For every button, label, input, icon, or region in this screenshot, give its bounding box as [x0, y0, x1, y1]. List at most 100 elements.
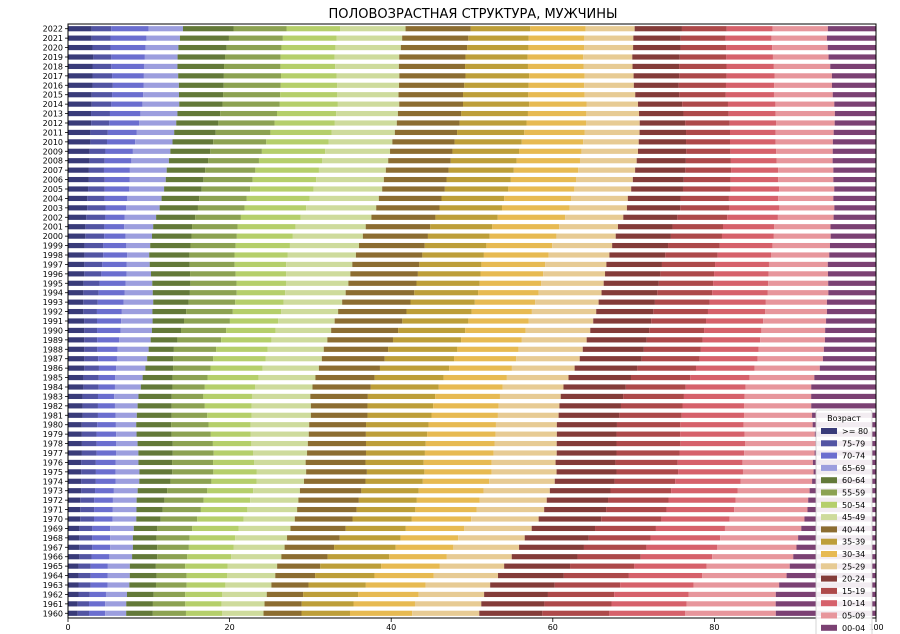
bar-segment-2007-4: [166, 167, 206, 173]
bar-segment-1965-8: [277, 563, 321, 569]
bar-segment-2014-6: [279, 101, 338, 107]
bar-segment-2018-0: [68, 63, 93, 70]
bar-segment-2018-15: [773, 63, 831, 70]
bar-segment-1985-14: [690, 374, 750, 381]
bar-segment-1990-11: [525, 327, 591, 334]
bar-segment-1964-7: [227, 572, 276, 579]
bar-segment-1978-4: [137, 440, 173, 447]
bar-segment-1992-2: [96, 308, 122, 315]
bar-segment-1962-15: [688, 591, 776, 598]
bar-segment-1975-10: [424, 469, 492, 475]
bar-segment-1967-15: [716, 544, 797, 550]
bar-segment-1996-6: [235, 271, 287, 277]
bar-segment-1963-1: [78, 582, 91, 588]
bar-segment-2003-10: [501, 205, 570, 211]
bar-segment-1986-3: [116, 365, 146, 371]
y-tick-label: 2006: [43, 176, 63, 185]
bar-segment-2004-9: [441, 195, 505, 202]
bar-segment-1990-8: [331, 327, 399, 334]
y-tick-label: 2019: [43, 53, 63, 62]
bar-segment-1972-6: [203, 497, 251, 503]
bar-segment-2005-9: [444, 186, 509, 192]
bar-segment-1978-6: [212, 440, 252, 447]
bar-segment-2019-6: [280, 54, 335, 60]
bar-segment-2018-6: [280, 63, 336, 70]
bar-segment-1978-12: [556, 440, 617, 447]
bar-segment-1963-3: [107, 582, 130, 588]
bar-segment-1970-14: [661, 516, 730, 522]
bar-segment-1992-6: [232, 308, 282, 315]
bar-segment-1980-8: [309, 422, 367, 428]
y-tick-label: 2002: [43, 213, 63, 222]
bar-segment-2004-13: [680, 195, 729, 202]
bar-segment-1964-15: [702, 572, 787, 579]
bar-segment-1984-6: [204, 384, 256, 390]
bar-segment-1988-2: [97, 346, 118, 352]
bar-segment-2001-15: [774, 224, 831, 230]
bar-segment-1969-14: [655, 525, 725, 532]
bar-segment-2006-10: [510, 176, 577, 183]
bar-segment-1994-8: [345, 290, 415, 296]
y-tick-label: 2007: [43, 166, 63, 175]
y-tick-label: 1974: [43, 477, 63, 486]
bar-segment-1963-12: [490, 582, 555, 588]
bar-segment-2005-16: [834, 186, 876, 192]
bar-segment-1960-8: [263, 610, 302, 616]
bar-segment-1982-5: [171, 403, 205, 409]
y-tick-label: 1989: [43, 336, 63, 345]
bar-segment-1986-7: [262, 365, 319, 371]
bar-segment-1978-8: [307, 440, 366, 447]
bar-segment-2019-11: [583, 54, 633, 60]
bar-segment-1985-12: [568, 374, 632, 381]
bar-segment-1962-0: [68, 591, 79, 598]
bar-segment-1966-10: [389, 554, 447, 560]
bar-segment-1992-16: [826, 308, 876, 315]
bar-segment-1986-8: [318, 365, 380, 371]
bar-segment-1960-6: [185, 610, 223, 616]
bar-segment-1992-5: [186, 308, 233, 315]
bar-segment-2003-12: [626, 205, 681, 211]
bar-segment-1976-13: [615, 459, 678, 466]
bar-segment-1973-8: [299, 488, 362, 494]
bar-segment-1994-11: [538, 290, 602, 296]
legend-title: Возраст: [827, 414, 861, 423]
bar-segment-1973-9: [361, 488, 419, 494]
bar-segment-1974-15: [740, 478, 813, 484]
bar-segment-1977-0: [68, 450, 82, 456]
bar-segment-1978-3: [116, 440, 138, 447]
bar-segment-2015-7: [337, 92, 399, 98]
bar-segment-2021-13: [680, 35, 726, 41]
bar-segment-1969-3: [110, 525, 134, 532]
bar-segment-2003-16: [834, 205, 876, 211]
bar-segment-2022-16: [827, 26, 876, 32]
bar-segment-1972-1: [80, 497, 95, 503]
bar-segment-1990-5: [181, 327, 227, 334]
bar-segment-2012-10: [526, 120, 587, 126]
bar-segment-2007-6: [255, 167, 319, 173]
bar-segment-1986-6: [210, 365, 263, 371]
bar-segment-1994-10: [478, 290, 539, 296]
bar-segment-2004-12: [627, 195, 681, 202]
bar-segment-1965-12: [504, 563, 571, 569]
bar-segment-1999-11: [552, 242, 613, 249]
bar-segment-1966-9: [327, 554, 390, 560]
bar-segment-1993-8: [342, 299, 411, 305]
bar-segment-1995-8: [348, 280, 417, 286]
bar-segment-1998-12: [609, 252, 666, 258]
bar-segment-1985-0: [68, 374, 84, 381]
legend-swatch: [821, 526, 837, 533]
bar-segment-2008-5: [208, 158, 259, 164]
bar-segment-2016-15: [774, 82, 832, 88]
bar-segment-1964-8: [275, 572, 316, 579]
bar-segment-1985-16: [814, 374, 876, 381]
bar-segment-1991-11: [528, 318, 594, 324]
bar-segment-1986-12: [574, 365, 638, 371]
bar-segment-1998-6: [234, 252, 288, 258]
bar-segment-1960-15: [685, 610, 776, 616]
bar-segment-2007-3: [129, 167, 167, 173]
bar-segment-1971-11: [476, 506, 545, 513]
bar-segment-2014-14: [727, 101, 776, 107]
bar-segment-1969-11: [464, 525, 532, 532]
bar-segment-2008-1: [89, 158, 105, 164]
